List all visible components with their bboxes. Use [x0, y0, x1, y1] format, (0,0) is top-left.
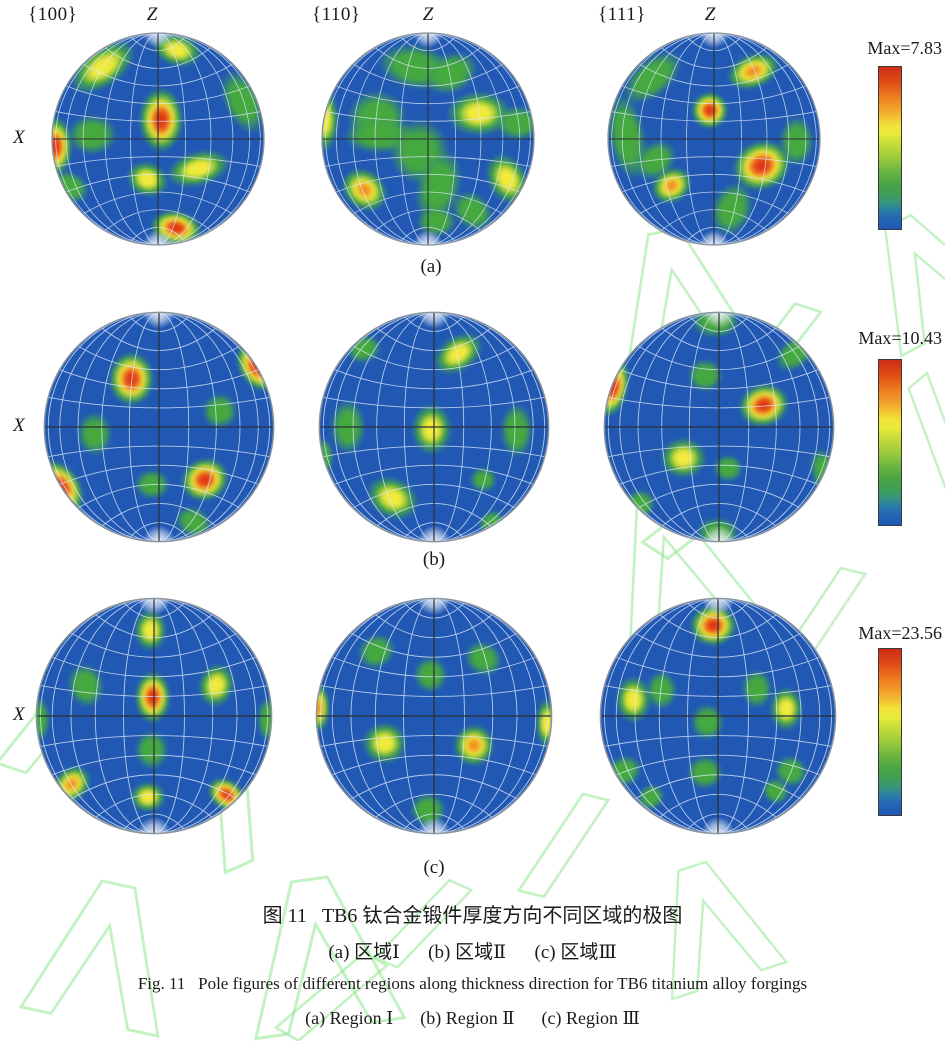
pole-figure-c-100 [35, 597, 273, 835]
caption-en-subcaption: (a) Region Ⅰ (b) Region Ⅱ (c) Region Ⅲ [305, 1008, 640, 1028]
max-value-row-a: Max=7.83 [867, 38, 942, 58]
pole-figure-c-111 [599, 597, 837, 835]
caption-zh-subcaption: (a) 区域Ⅰ (b) 区域Ⅱ (c) 区域Ⅲ [328, 942, 617, 963]
watermark-glyph [373, 878, 474, 969]
watermark-glyph [670, 860, 789, 1001]
watermark-glyph [253, 875, 407, 1041]
caption-en-title: Fig. 11 Pole figures of different region… [137, 974, 808, 993]
plane-label-100: {100} [28, 4, 78, 25]
z-axis-label-2: Z [422, 4, 434, 25]
plane-label-111: {111} [598, 4, 646, 25]
z-axis-label-1: Z [146, 4, 158, 25]
pole-figure-a-110 [321, 32, 535, 246]
pole-figure-b-111 [603, 311, 835, 543]
row-tag-a: (a) [420, 256, 442, 277]
pole-figure-a-111 [607, 32, 821, 246]
pole-figure-a-100 [51, 32, 265, 246]
x-axis-label-row-a: X [13, 127, 25, 148]
watermark-glyph [18, 879, 160, 1038]
row-tag-b: (b) [422, 549, 446, 570]
max-value-row-c: Max=23.56 [858, 623, 942, 643]
max-value-row-b: Max=10.43 [858, 328, 942, 348]
z-axis-label-3: Z [704, 4, 716, 25]
x-axis-label-row-b: X [13, 415, 25, 436]
watermark-glyph [907, 370, 945, 491]
plane-label-110: {110} [312, 4, 361, 25]
watermark-glyph [516, 792, 611, 899]
colorbar-row-b [878, 359, 902, 526]
row-tag-c: (c) [423, 857, 445, 878]
pole-figure-c-110 [315, 597, 553, 835]
caption-zh-title: 图 11 TB6 钛合金锻件厚度方向不同区域的极图 [262, 905, 683, 927]
pole-figure-b-110 [318, 311, 550, 543]
x-axis-label-row-c: X [13, 704, 25, 725]
colorbar-row-a [878, 66, 902, 230]
watermark-glyph [273, 951, 390, 1041]
colorbar-row-c [878, 648, 902, 816]
pole-figure-b-100 [43, 311, 275, 543]
